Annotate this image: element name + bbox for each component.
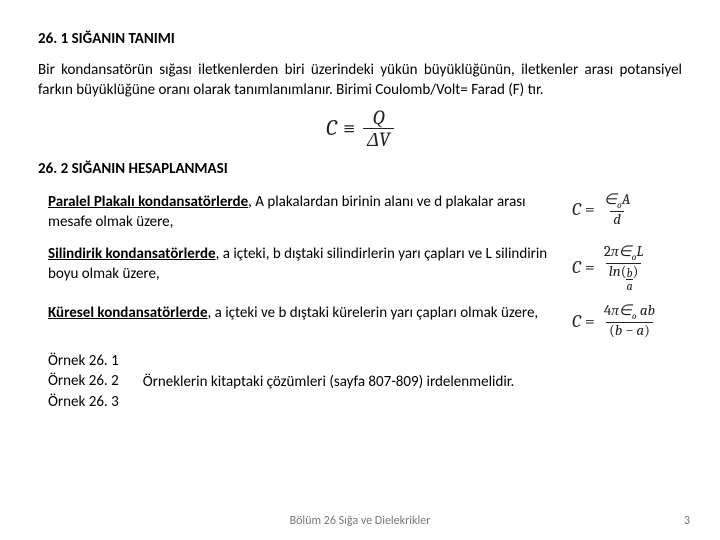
main-formula: C ≡ Q ΔV xyxy=(38,107,682,150)
capacitor-formula: C=4π∈o ab(b − a) xyxy=(572,303,682,339)
capacitor-type-text: Silindirik kondansatörlerde, a içteki, b… xyxy=(48,244,572,285)
capacitor-formula: C=2π∈oLln(ba) xyxy=(572,244,682,291)
section1-heading: 26. 1 SIĞANIN TANIMI xyxy=(38,30,682,48)
examples-note: Örneklerin kitaptaki çözümleri (sayfa 80… xyxy=(143,373,515,391)
capacitor-type-row: Küresel kondansatörlerde, a içteki ve b … xyxy=(38,303,682,339)
capacitor-formula: C=∈oAd xyxy=(572,192,682,228)
formula-lhs: C xyxy=(326,115,337,141)
example-ref: Örnek 26. 2 xyxy=(48,371,119,391)
example-ref: Örnek 26. 3 xyxy=(48,392,119,412)
section2-heading: 26. 2 SIĞANIN HESAPLANMASI xyxy=(38,160,682,178)
formula-den: ΔV xyxy=(363,128,394,150)
formula-op: ≡ xyxy=(343,115,355,141)
capacitor-type-row: Paralel Plakalı kondansatörlerde, A plak… xyxy=(38,192,682,233)
capacitor-type-text: Paralel Plakalı kondansatörlerde, A plak… xyxy=(48,192,572,233)
examples-list: Örnek 26. 1Örnek 26. 2Örnek 26. 3 xyxy=(48,351,119,412)
section1-paragraph: Bir kondansatörün sığası iletkenlerden b… xyxy=(38,60,682,101)
examples-row: Örnek 26. 1Örnek 26. 2Örnek 26. 3 Örnekl… xyxy=(38,351,682,412)
page-number: 3 xyxy=(684,514,690,528)
formula-num: Q xyxy=(368,107,388,128)
capacitor-type-row: Silindirik kondansatörlerde, a içteki, b… xyxy=(38,244,682,291)
footer-text: Bölüm 26 Sığa ve Dielekrikler xyxy=(0,514,720,528)
example-ref: Örnek 26. 1 xyxy=(48,351,119,371)
capacitor-type-text: Küresel kondansatörlerde, a içteki ve b … xyxy=(48,303,572,323)
